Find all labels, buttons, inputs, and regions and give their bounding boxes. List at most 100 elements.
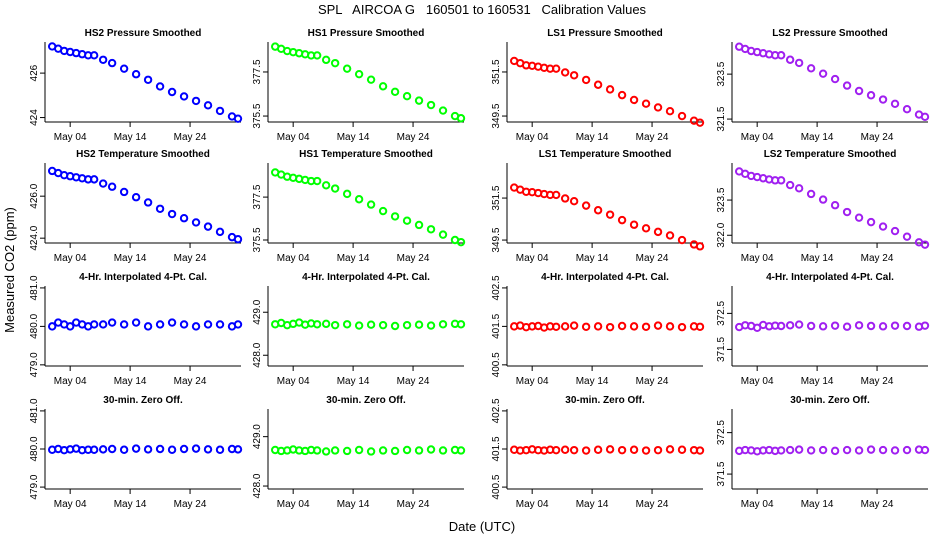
- data-point: [794, 445, 804, 454]
- data-point: [179, 320, 189, 329]
- data-point: [653, 321, 663, 330]
- data-point: [191, 96, 201, 106]
- data-point: [390, 212, 400, 221]
- data-point: [155, 444, 165, 454]
- x-tick-label: May 14: [337, 376, 370, 387]
- data-point: [426, 321, 436, 330]
- y-tick-label: 479.0: [29, 352, 40, 377]
- y-tick-label: 322.0: [716, 222, 727, 247]
- data-point: [551, 64, 561, 73]
- data-point: [191, 444, 201, 453]
- x-tick-label: May 14: [801, 132, 834, 143]
- data-point: [342, 446, 352, 456]
- data-point: [402, 445, 412, 455]
- data-point: [312, 176, 322, 186]
- y-tick-label: 479.0: [29, 474, 40, 499]
- x-tick-label: May 04: [277, 132, 310, 143]
- x-tick-label: May 24: [636, 499, 669, 510]
- data-point: [593, 322, 603, 331]
- y-tick-label: 400.5: [491, 352, 502, 377]
- x-tick-label: May 14: [114, 132, 147, 143]
- data-point: [806, 446, 816, 455]
- data-point: [215, 227, 225, 237]
- data-point: [98, 55, 108, 64]
- data-point: [414, 220, 424, 230]
- data-point: [215, 106, 225, 116]
- data-point: [426, 100, 436, 110]
- data-point: [920, 445, 930, 455]
- x-tick-label: May 04: [54, 253, 87, 264]
- panel-title: HS1 Temperature Smoothed: [299, 149, 433, 160]
- data-point: [617, 215, 627, 225]
- data-point: [878, 445, 888, 455]
- data-point: [593, 445, 603, 454]
- data-point: [321, 447, 331, 456]
- x-tick-label: May 14: [801, 253, 834, 264]
- data-point: [695, 446, 705, 455]
- data-point: [342, 64, 352, 73]
- data-point: [842, 81, 852, 90]
- data-point: [438, 230, 448, 239]
- data-point: [569, 71, 579, 80]
- data-point: [617, 321, 627, 331]
- x-tick-label: May 14: [576, 499, 609, 510]
- y-tick-label: 377.5: [252, 184, 263, 209]
- y-tick-label: 428.0: [252, 473, 263, 498]
- x-tick-label: May 24: [174, 376, 207, 387]
- x-tick-label: May 14: [576, 376, 609, 387]
- data-point: [806, 189, 816, 199]
- data-point: [179, 214, 189, 223]
- x-tick-label: May 14: [576, 253, 609, 264]
- data-point: [866, 91, 876, 100]
- data-point: [695, 322, 705, 331]
- data-point: [854, 86, 864, 96]
- data-point: [98, 445, 108, 454]
- panel: LS1 Pressure Smoothed 349.5 351.5 May 04 May…: [491, 28, 705, 143]
- y-tick-label: 424: [29, 109, 40, 126]
- data-point: [560, 68, 570, 77]
- data-point: [665, 445, 675, 454]
- data-point: [641, 322, 651, 331]
- data-point: [605, 210, 615, 219]
- data-point: [426, 225, 436, 234]
- data-point: [695, 118, 705, 127]
- panel-title: LS2 Temperature Smoothed: [764, 149, 897, 160]
- data-point: [366, 320, 376, 329]
- y-tick-label: 375.5: [252, 103, 263, 128]
- data-point: [378, 446, 388, 455]
- data-point: [438, 320, 448, 329]
- x-tick-label: May 14: [114, 499, 147, 510]
- y-tick-label: 351.5: [491, 59, 502, 84]
- data-point: [107, 58, 117, 68]
- data-point: [560, 445, 570, 454]
- data-point: [438, 446, 448, 455]
- data-point: [312, 320, 322, 329]
- figure-title: SPL AIRCOA G 160501 to 160531 Calibratio…: [318, 2, 647, 17]
- y-tick-label: 429.0: [252, 424, 263, 449]
- panel: 4-Hr. Interpolated 4-Pt. Cal. 400.5 401.5 4…: [491, 272, 705, 387]
- panel-title: LS1 Temperature Smoothed: [539, 149, 672, 160]
- data-point: [581, 75, 591, 85]
- panel-title: 30-min. Zero Off.: [103, 395, 183, 406]
- data-point: [414, 96, 424, 105]
- data-point: [629, 95, 639, 105]
- y-tick-label: 401.5: [491, 313, 502, 338]
- data-point: [366, 75, 376, 84]
- data-point: [354, 321, 364, 330]
- data-point: [629, 322, 639, 331]
- y-tick-label: 372.5: [716, 300, 727, 325]
- data-point: [665, 322, 675, 331]
- x-tick-label: May 24: [397, 253, 430, 264]
- x-axis-label: Date (UTC): [449, 519, 515, 534]
- panel-title: 4-Hr. Interpolated 4-Pt. Cal.: [541, 272, 669, 283]
- data-point: [677, 111, 687, 121]
- data-point: [330, 58, 340, 68]
- y-tick-label: 323.5: [716, 61, 727, 86]
- y-tick-label: 480.0: [29, 313, 40, 338]
- data-point: [776, 446, 786, 455]
- data-point: [854, 446, 864, 455]
- data-point: [776, 321, 786, 331]
- data-point: [842, 445, 852, 455]
- data-point: [119, 445, 129, 454]
- y-tick-label: 402.5: [491, 275, 502, 300]
